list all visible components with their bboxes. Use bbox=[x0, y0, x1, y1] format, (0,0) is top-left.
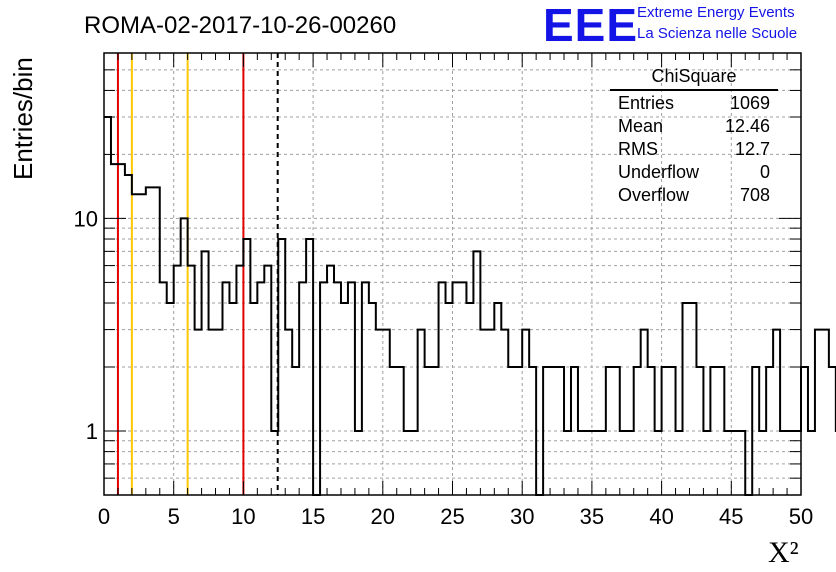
stats-key: Entries bbox=[618, 93, 675, 113]
y-axis-label: Entries/bin bbox=[8, 57, 38, 180]
x-tick-label: 10 bbox=[231, 504, 255, 529]
y-tick-label: 10 bbox=[74, 206, 98, 231]
x-tick-label: 25 bbox=[440, 504, 464, 529]
stats-key: Mean bbox=[618, 116, 664, 136]
eee-logo: EEE bbox=[543, 0, 639, 51]
logo-line-2: La Scienza nelle Scuole bbox=[637, 25, 798, 42]
x-axis-label: X² bbox=[768, 536, 799, 569]
stats-key: Overflow bbox=[618, 185, 690, 205]
x-tick-label: 5 bbox=[168, 504, 180, 529]
y-tick-label: 1 bbox=[86, 419, 98, 444]
stats-value: 1069 bbox=[729, 93, 770, 113]
stats-title: ChiSquare bbox=[651, 66, 737, 86]
logo-line-1: Extreme Energy Events bbox=[637, 4, 795, 21]
stats-key: Underflow bbox=[618, 162, 700, 182]
axis-ticks bbox=[103, 52, 802, 496]
x-tick-label: 45 bbox=[719, 504, 743, 529]
x-tick-label: 15 bbox=[301, 504, 325, 529]
statistics-box: ChiSquare Entries 1069 Mean 12.46 RMS 12.7 … bbox=[610, 66, 778, 206]
x-tick-label: 30 bbox=[510, 504, 534, 529]
x-tick-label: 40 bbox=[649, 504, 673, 529]
x-tick-label: 50 bbox=[789, 504, 813, 529]
stats-value: 12.46 bbox=[724, 116, 770, 136]
stats-value: 12.7 bbox=[734, 139, 770, 159]
plot-title: ROMA-02-2017-10-26-00260 bbox=[84, 12, 397, 39]
stats-key: RMS bbox=[618, 139, 658, 159]
x-tick-label: 35 bbox=[580, 504, 604, 529]
stats-divider bbox=[610, 89, 778, 91]
stats-value: 0 bbox=[759, 162, 770, 182]
axis-tick-labels: 0 5 10 15 20 25 30 35 40 45 50 1 10 bbox=[74, 206, 814, 529]
histogram-series bbox=[104, 115, 836, 496]
x-tick-label: 20 bbox=[371, 504, 395, 529]
stats-value: 708 bbox=[739, 185, 770, 205]
x-tick-label: 0 bbox=[98, 504, 110, 529]
reference-lines bbox=[116, 53, 279, 495]
